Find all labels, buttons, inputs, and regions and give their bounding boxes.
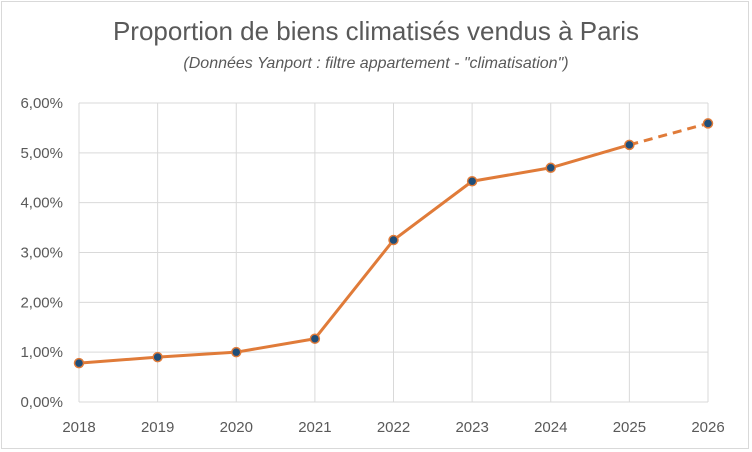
data-point	[152, 351, 163, 363]
data-point	[624, 139, 635, 151]
x-tick-label: 2021	[298, 419, 331, 436]
x-tick-label: 2020	[220, 419, 253, 436]
data-point	[466, 175, 478, 187]
x-tick-label: 2019	[141, 419, 174, 436]
y-tick-label: 2,00%	[20, 294, 63, 311]
data-point	[545, 162, 556, 174]
x-tick-label: 2023	[455, 419, 488, 436]
x-tick-label: 2025	[613, 419, 646, 436]
x-tick-label: 2024	[534, 419, 567, 436]
x-tick-label: 2022	[377, 419, 410, 436]
series-line-projected	[628, 121, 709, 147]
x-tick-label: 2018	[62, 419, 95, 436]
y-tick-label: 6,00%	[20, 95, 63, 112]
x-tick-label: 2026	[691, 419, 724, 436]
data-point	[231, 346, 242, 358]
chart-title: Proportion de biens climatisés vendus à …	[112, 16, 640, 46]
y-tick-label: 5,00%	[20, 145, 63, 162]
data-point	[309, 333, 321, 344]
series-line	[78, 143, 630, 365]
chart-subtitle: (Données Yanport : filtre appartement - …	[183, 55, 569, 72]
y-tick-label: 4,00%	[20, 195, 63, 212]
y-tick-label: 1,00%	[20, 344, 63, 361]
data-point	[388, 234, 399, 246]
data-point	[73, 357, 85, 369]
y-tick-label: 3,00%	[20, 245, 63, 262]
y-tick-label: 0,00%	[20, 394, 63, 411]
data-point	[702, 118, 714, 129]
